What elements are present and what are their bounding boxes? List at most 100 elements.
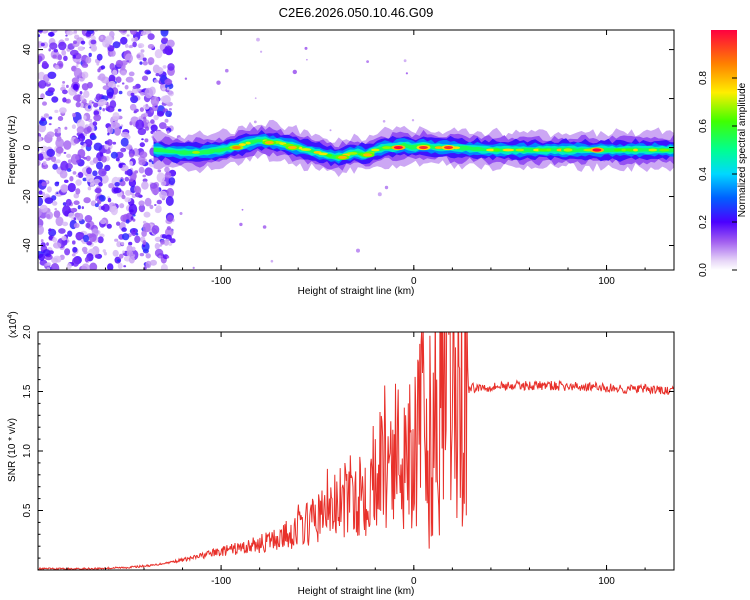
noise-speck xyxy=(51,96,59,103)
noise-speck xyxy=(56,192,59,195)
noise-speck xyxy=(405,72,408,75)
noise-speck xyxy=(179,212,183,215)
svg-text:(x104): (x104) xyxy=(7,311,19,338)
noise-speck xyxy=(63,151,67,154)
snr-x-tick-label: 100 xyxy=(598,576,615,587)
y-tick-label: -40 xyxy=(22,238,33,253)
noise-speck xyxy=(128,255,135,264)
noise-speck xyxy=(88,100,94,105)
noise-speck xyxy=(107,263,114,270)
noise-speck xyxy=(75,179,82,186)
noise-speck xyxy=(39,119,48,126)
noise-speck xyxy=(83,90,90,98)
noise-speck xyxy=(124,176,130,182)
snr-y-tick-label: 1.5 xyxy=(22,384,33,398)
noise-speck xyxy=(366,60,369,63)
noise-speck xyxy=(98,168,107,177)
noise-speck xyxy=(114,182,120,187)
noise-speck xyxy=(42,249,51,257)
noise-speck xyxy=(141,138,144,141)
noise-speck xyxy=(90,44,98,52)
noise-speck xyxy=(166,214,174,222)
noise-speck xyxy=(128,241,133,246)
noise-speck xyxy=(92,121,98,126)
noise-speck xyxy=(97,68,101,73)
noise-speck xyxy=(104,164,111,172)
noise-speck xyxy=(86,126,92,133)
noise-speck xyxy=(239,222,243,227)
noise-speck xyxy=(121,82,125,85)
noise-speck xyxy=(62,221,69,227)
noise-speck xyxy=(120,147,127,153)
noise-speck xyxy=(145,260,152,269)
noise-speck xyxy=(82,177,87,182)
noise-speck xyxy=(58,228,66,234)
noise-speck xyxy=(128,203,138,215)
noise-speck xyxy=(68,212,75,219)
ridge-streak xyxy=(192,151,200,154)
noise-speck xyxy=(156,199,162,205)
noise-speck xyxy=(262,225,267,229)
noise-speck xyxy=(116,241,122,248)
ridge-streak xyxy=(486,148,496,152)
noise-speck xyxy=(85,155,91,162)
noise-speck xyxy=(40,117,46,122)
noise-speck xyxy=(94,203,99,208)
noise-speck xyxy=(82,234,90,243)
noise-speck xyxy=(71,253,76,257)
noise-speck xyxy=(89,182,95,188)
noise-speck xyxy=(384,185,389,190)
noise-speck xyxy=(41,191,46,196)
noise-speck xyxy=(132,85,137,89)
noise-speck xyxy=(156,110,165,117)
noise-speck xyxy=(81,63,89,68)
noise-speck xyxy=(41,181,47,187)
noise-speck xyxy=(77,148,86,159)
noise-speck xyxy=(94,254,100,259)
noise-speck xyxy=(411,119,415,122)
noise-speck xyxy=(53,48,58,53)
noise-speck xyxy=(161,234,167,239)
noise-speck xyxy=(118,30,124,33)
snr-x-tick-label: 0 xyxy=(411,576,417,587)
noise-speck xyxy=(160,30,169,37)
noise-speck xyxy=(85,31,92,37)
noise-speck xyxy=(64,37,69,42)
noise-speck xyxy=(72,171,77,175)
noise-speck xyxy=(46,186,52,193)
noise-speck xyxy=(382,120,386,123)
noise-speck xyxy=(58,63,63,67)
colorbar-label: Normalized spectral amplitude xyxy=(737,82,748,217)
noise-speck xyxy=(140,92,145,96)
noise-speck xyxy=(119,203,125,209)
noise-speck xyxy=(84,139,93,147)
noise-speck xyxy=(128,178,134,182)
snr-panel: -100 0 100 0.5 1.0 1.5 2.0 Height of straight … xyxy=(7,311,675,597)
noise-speck xyxy=(40,145,48,151)
noise-speck xyxy=(40,239,44,243)
noise-speck xyxy=(46,131,55,138)
noise-speck xyxy=(44,263,48,267)
noise-speck xyxy=(110,205,118,216)
noise-speck xyxy=(144,197,152,207)
noise-speck xyxy=(83,250,88,255)
noise-speck xyxy=(53,210,61,218)
noise-speck xyxy=(153,79,159,83)
noise-speck xyxy=(47,81,51,85)
noise-speck xyxy=(40,93,45,100)
noise-speck xyxy=(134,36,139,42)
ridge-streak xyxy=(371,148,380,152)
spectrogram-frame xyxy=(37,29,675,271)
noise-speck xyxy=(38,196,44,207)
noise-speck xyxy=(38,136,42,142)
noise-speck xyxy=(154,66,164,75)
noise-speck xyxy=(119,180,126,187)
noise-speck xyxy=(66,168,72,172)
noise-speck xyxy=(270,259,274,263)
noise-speck xyxy=(116,84,120,88)
noise-speck xyxy=(154,242,160,250)
noise-speck xyxy=(87,144,91,148)
hotspot-9 xyxy=(592,148,602,152)
noise-speck xyxy=(47,31,55,37)
noise-speck xyxy=(73,83,79,90)
